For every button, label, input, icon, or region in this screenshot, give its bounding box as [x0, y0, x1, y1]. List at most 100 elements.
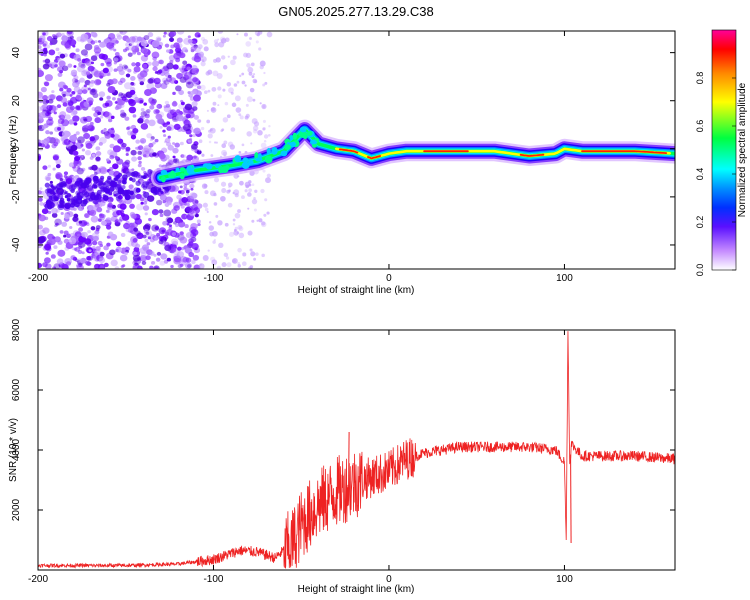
noise-dot [105, 217, 112, 224]
noise-dot [262, 127, 266, 131]
noise-dot [113, 134, 121, 141]
noise-dot [156, 117, 164, 125]
noise-dot [215, 141, 218, 144]
noise-dot [177, 220, 186, 228]
noise-dot [73, 160, 78, 165]
noise-dot [109, 203, 113, 207]
noise-dot [117, 138, 124, 144]
noise-dot [259, 60, 266, 67]
noise-dot [38, 112, 41, 117]
noise-dot [70, 183, 77, 190]
noise-dot [44, 74, 53, 82]
noise-dot [136, 203, 144, 211]
noise-dot [213, 202, 218, 206]
noise-dot [159, 153, 166, 160]
noise-dot [75, 79, 81, 85]
noise-dot [73, 86, 81, 93]
ridge-blob [187, 170, 195, 175]
noise-dot [107, 149, 114, 156]
noise-dot [38, 119, 41, 124]
noise-dot [63, 138, 71, 146]
noise-dot [237, 247, 242, 253]
noise-dot [40, 86, 47, 93]
noise-dot [111, 78, 118, 85]
noise-dot [79, 77, 85, 83]
noise-dot [45, 111, 51, 117]
noise-dot [79, 97, 85, 102]
noise-dot [223, 154, 227, 157]
noise-dot [82, 199, 88, 205]
noise-dot [72, 165, 81, 172]
noise-dot [64, 114, 71, 120]
noise-dot [104, 132, 112, 139]
noise-dot [63, 234, 67, 238]
noise-dot [69, 232, 76, 238]
noise-dot [252, 98, 256, 102]
colorbar: 0.0 0.2 0.4 0.6 0.8 Normalized spectral ampl… [695, 29, 748, 276]
noise-dot [178, 89, 185, 96]
noise-dot [155, 199, 163, 206]
noise-dot [208, 225, 215, 231]
noise-dot [239, 74, 242, 78]
noise-dot [41, 38, 46, 42]
noise-dot [143, 102, 147, 106]
noise-dot [115, 248, 119, 253]
noise-dot [95, 146, 101, 151]
noise-dot [202, 254, 209, 261]
ridge-blob [217, 165, 224, 174]
ridge-red-core [519, 153, 545, 157]
noise-dot [185, 190, 190, 194]
noise-dot [149, 265, 154, 269]
noise-dot [119, 254, 128, 262]
noise-dot [64, 213, 71, 220]
noise-dot [59, 87, 64, 92]
noise-dot [49, 131, 54, 135]
noise-dot [73, 75, 79, 80]
noise-dot [150, 136, 155, 140]
noise-dot [257, 130, 263, 136]
noise-dot [208, 140, 212, 144]
noise-dot [63, 174, 68, 178]
noise-dot [159, 260, 166, 266]
noise-dot [206, 109, 209, 112]
noise-dot [185, 192, 190, 196]
noise-dot [52, 105, 58, 111]
ridge-blob [264, 155, 273, 164]
noise-dot [176, 109, 181, 114]
noise-dot [149, 138, 153, 142]
noise-dot [140, 107, 145, 112]
noise-dot [43, 137, 50, 144]
noise-dot [97, 180, 103, 186]
noise-dot [48, 98, 54, 104]
noise-dot [176, 194, 182, 200]
noise-dot [176, 37, 183, 43]
noise-dot [76, 65, 85, 73]
noise-dot [251, 75, 255, 79]
noise-dot [75, 94, 82, 100]
noise-dot [143, 67, 149, 73]
noise-dot [90, 215, 99, 223]
noise-dot [190, 45, 197, 52]
noise-dot [70, 72, 74, 76]
noise-dot [104, 102, 110, 107]
noise-dot [120, 212, 126, 217]
noise-dot [106, 209, 111, 214]
noise-dot [91, 88, 96, 93]
noise-dot [191, 101, 198, 107]
noise-dot [82, 127, 89, 133]
noise-dot [248, 180, 252, 184]
noise-dot [146, 148, 154, 155]
noise-dot [229, 144, 235, 150]
noise-dot [95, 225, 101, 230]
noise-dot [252, 125, 259, 131]
noise-dot [173, 52, 181, 60]
noise-dot [90, 226, 96, 231]
noise-dot [59, 53, 66, 59]
noise-dot [258, 218, 263, 223]
noise-dot [191, 69, 197, 74]
noise-dot [47, 210, 52, 214]
noise-dot [54, 218, 62, 226]
noise-dot [200, 61, 206, 67]
noise-dot [98, 218, 102, 222]
noise-dot [181, 64, 188, 71]
